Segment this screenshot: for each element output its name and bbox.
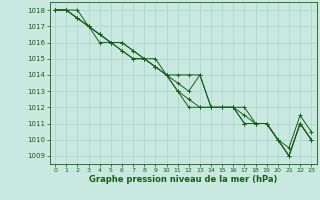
X-axis label: Graphe pression niveau de la mer (hPa): Graphe pression niveau de la mer (hPa) bbox=[89, 175, 277, 184]
